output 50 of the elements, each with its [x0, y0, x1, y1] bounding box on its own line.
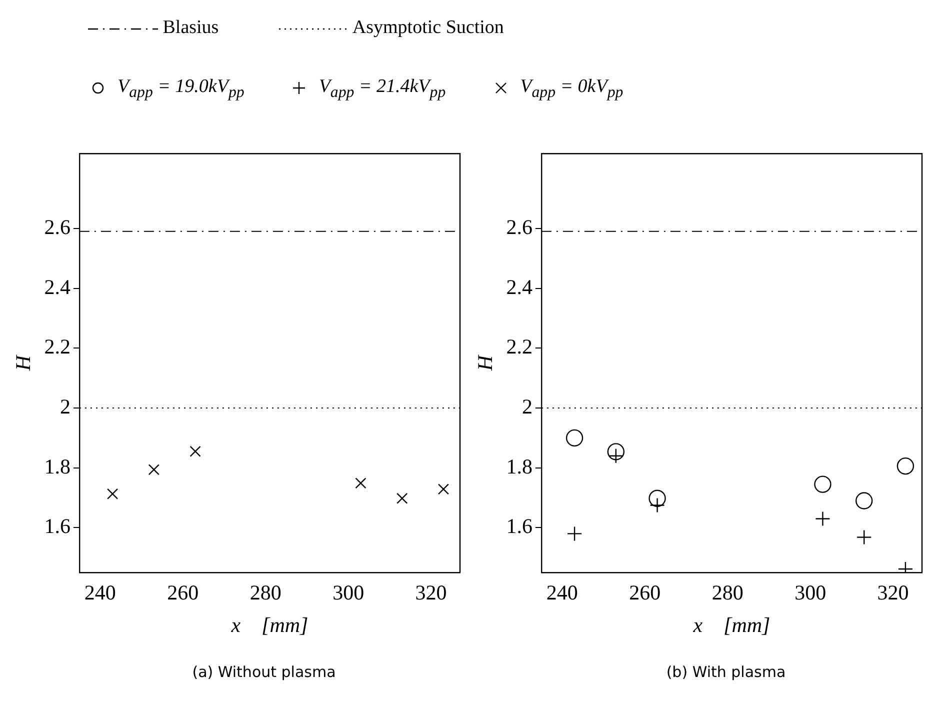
y-tick-label: 1.8 [506, 454, 532, 478]
y-tick-label: 2 [522, 394, 532, 419]
y-tick-label: 2.6 [44, 214, 70, 239]
legend-label: V$_{app}$ = 21.4kV$_{pp}$ [318, 76, 446, 101]
y-tick-label: 2.4 [506, 274, 533, 299]
point [856, 530, 872, 545]
y-tick-label: 2 [60, 394, 70, 419]
x-tick-label: 240 [546, 580, 578, 605]
x-tick-label: 300 [332, 580, 364, 605]
y-tick-label: 1.6 [44, 514, 70, 538]
x-axis-title: x [mm] [230, 612, 308, 637]
y-axis-title: H [11, 354, 36, 372]
point [190, 446, 201, 457]
y-tick-label: 1.6 [506, 514, 532, 538]
point [855, 492, 873, 510]
point [148, 464, 160, 476]
point [815, 511, 830, 526]
legend-label: V$_{app}$ = 0kV$_{pp}$ [520, 76, 624, 101]
x-tick-label: 280 [712, 580, 744, 605]
point [608, 448, 624, 464]
point [896, 457, 914, 475]
point [650, 498, 665, 513]
legend-label: Asymptotic Suction [352, 17, 504, 38]
y-axis-title: H [473, 354, 498, 372]
x-tick-label: 320 [877, 580, 909, 605]
x-tick-label: 320 [415, 580, 447, 605]
x-tick-label: 300 [794, 580, 826, 605]
point [566, 526, 582, 542]
y-tick-label: 1.8 [44, 454, 70, 478]
x-tick-label: 280 [250, 580, 282, 605]
text: (b) With plasma [665, 663, 787, 681]
point [814, 476, 832, 493]
point [607, 443, 625, 460]
point [396, 492, 408, 504]
legend-label: Blasius [162, 17, 219, 38]
legend-label: V$_{app}$ = 19.0kV$_{pp}$ [118, 76, 244, 101]
point [566, 429, 584, 447]
x-tick-label: 240 [84, 580, 116, 605]
y-tick-label: 2.6 [506, 214, 532, 239]
point [438, 484, 450, 495]
y-tick-label: 2.2 [506, 334, 532, 359]
text: (a) Without plasma [191, 663, 337, 681]
x-tick-label: 260 [167, 580, 199, 605]
y-tick-label: 2.2 [44, 334, 70, 359]
point [648, 490, 666, 507]
x-tick-label: 260 [629, 580, 661, 605]
point [355, 478, 366, 489]
x-axis-title: x [mm] [692, 612, 770, 637]
point [106, 488, 118, 500]
y-tick-label: 2.4 [44, 274, 71, 299]
